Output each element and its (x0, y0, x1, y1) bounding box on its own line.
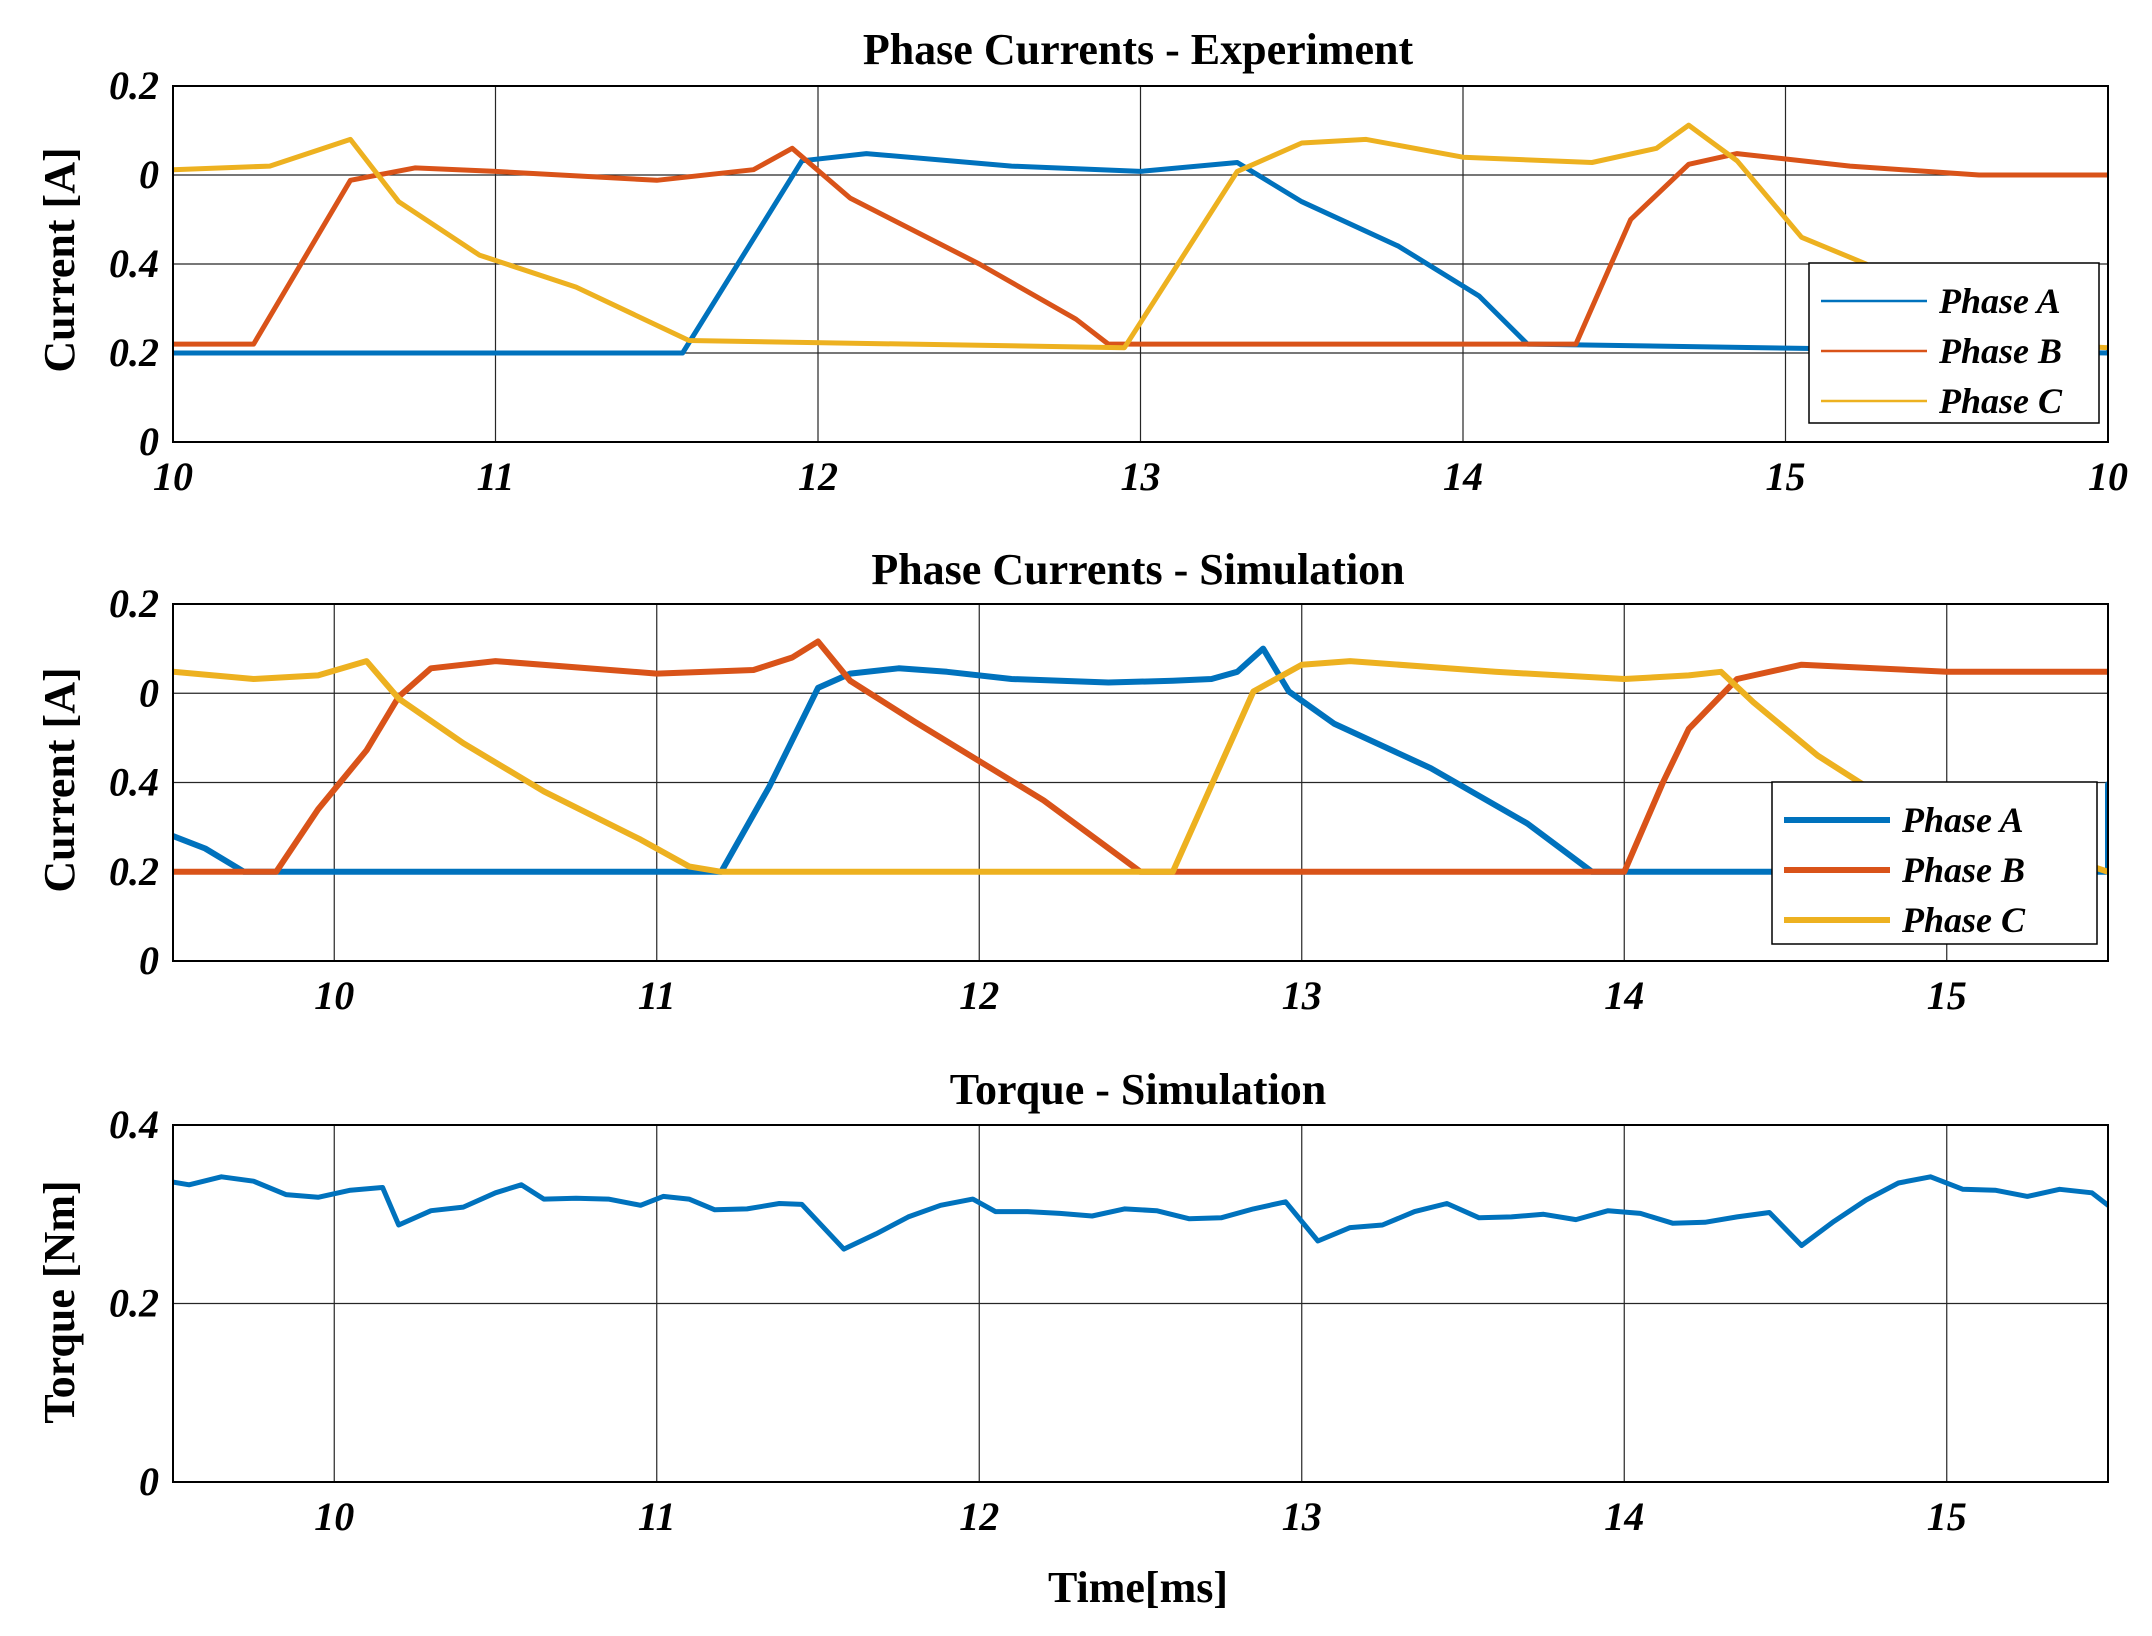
x-tick-label: 15 (1766, 454, 1806, 499)
legend-label: Phase C (1901, 900, 2026, 940)
legend-label: Phase A (1901, 800, 2024, 840)
y-axis-label: Current [A] (35, 667, 84, 892)
tick-labels: 10 11 12 13 14 15 0 0.2 0.4 0 0.2 (109, 581, 1967, 1018)
x-tick-label: 13 (1282, 1494, 1322, 1539)
x-tick-label: 15 (1927, 973, 1967, 1018)
simulation-panel: Phase Currents - Simulation Current [A] … (35, 545, 2109, 1018)
plot-frame (172, 1124, 2109, 1483)
x-tick-label: 10 (314, 1494, 354, 1539)
y-tick-label: 0 (139, 152, 159, 197)
plot-lines (173, 1174, 2108, 1252)
x-tick-label: 10 (314, 973, 354, 1018)
tick-labels: 10 11 12 13 14 15 0 0.2 0.4 (109, 1102, 1967, 1539)
y-tick-label: 0.4 (109, 1102, 159, 1147)
chart-title: Phase Currents - Simulation (871, 545, 1404, 594)
series-phase-c-line (173, 658, 2108, 875)
y-tick-label: 0.4 (109, 760, 159, 805)
series-phase-b-line (173, 145, 2108, 347)
series-phase-a-line (173, 151, 2108, 356)
grid (173, 1125, 2108, 1482)
legend-label: Phase C (1938, 381, 2063, 421)
x-tick-label: 11 (477, 454, 515, 499)
legend-label: Phase B (1938, 331, 2062, 371)
legend: Phase A Phase B Phase C (1771, 781, 2098, 945)
y-tick-label: 0.2 (109, 63, 159, 108)
x-tick-label: 12 (798, 454, 838, 499)
legend-label: Phase A (1938, 281, 2061, 321)
y-tick-label: 0 (139, 1459, 159, 1504)
x-tick-label: 10 (2088, 454, 2128, 499)
series-torque-line (173, 1174, 2108, 1252)
x-tick-label: 11 (638, 1494, 676, 1539)
y-tick-label: 0 (139, 938, 159, 983)
x-tick-label: 15 (1927, 1494, 1967, 1539)
x-tick-label: 12 (959, 1494, 999, 1539)
legend: Phase A Phase B Phase C (1808, 262, 2100, 424)
x-tick-label: 14 (1604, 973, 1644, 1018)
y-tick-label: 0.2 (109, 581, 159, 626)
x-tick-label: 10 (153, 454, 193, 499)
chart-title: Phase Currents - Experiment (863, 25, 1414, 74)
x-tick-label: 14 (1443, 454, 1483, 499)
x-tick-label: 13 (1282, 973, 1322, 1018)
series-phase-b-line (173, 638, 2108, 875)
plot-frame (172, 85, 2109, 443)
y-tick-label: 0 (139, 419, 159, 464)
legend-label: Phase B (1901, 850, 2025, 890)
x-tick-label: 14 (1604, 1494, 1644, 1539)
x-axis-label: Time[ms] (1048, 1563, 1228, 1612)
chart-title: Torque - Simulation (950, 1065, 1327, 1114)
plot-frame (172, 603, 2109, 962)
torque-panel: Torque - Simulation Torque [Nm] 10 11 12 13… (35, 1065, 2109, 1612)
y-axis-label: Current [A] (35, 147, 84, 372)
y-tick-label: 0.4 (109, 241, 159, 286)
x-tick-label: 11 (638, 973, 676, 1018)
y-tick-label: 0 (139, 670, 159, 715)
y-tick-label: 0.2 (109, 849, 159, 894)
x-tick-label: 13 (1121, 454, 1161, 499)
plot-lines (173, 638, 2108, 875)
y-axis-label: Torque [Nm] (35, 1180, 84, 1423)
y-tick-label: 0.2 (109, 330, 159, 375)
experiment-panel: Phase Currents - Experiment Current [A] … (35, 25, 2128, 499)
x-tick-label: 12 (959, 973, 999, 1018)
series-phase-a-line (173, 645, 2108, 875)
y-tick-label: 0.2 (109, 1281, 159, 1326)
